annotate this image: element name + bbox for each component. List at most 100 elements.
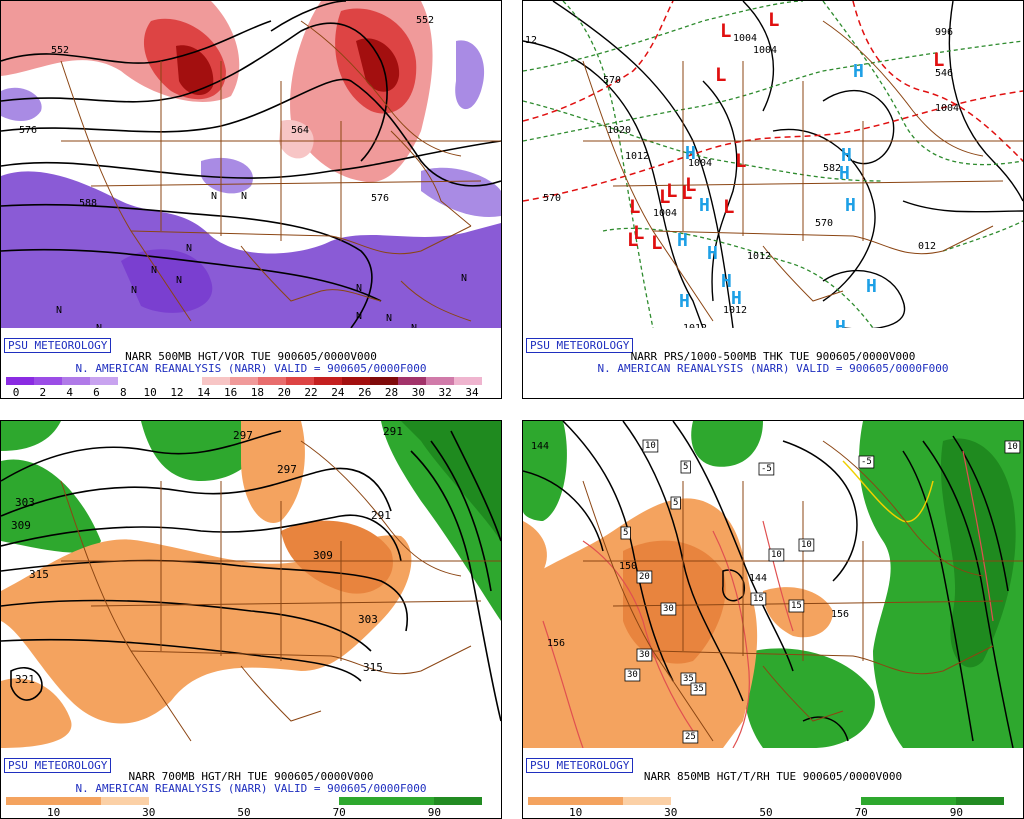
temperature-label: 35 [683,674,694,684]
low-center: L [666,180,677,202]
colorbar-tick-label: 0 [12,386,20,399]
center-mark: N [411,323,417,328]
center-mark: N [176,275,182,286]
temperature-label: 5 [683,462,688,472]
contour-label: 570 [543,193,561,204]
colorbar-tick-label: 30 [142,806,156,819]
contour-label: 309 [11,519,31,532]
label-box [1004,440,1021,454]
colorbar-swatch [101,797,149,805]
high-center: H [845,195,856,216]
panel-title: NARR 700MB HGT/RH TUE 900605/0000V000 [128,770,374,783]
high-center: H [679,291,690,312]
colorbar-tick-label: 22 [304,386,318,399]
center-marks: N N N N N N N N N N N N N [56,191,467,328]
low-center: L [723,196,734,218]
panel-subtitle: N. AMERICAN REANALYSIS (NARR) VALID = 90… [75,782,427,795]
high-pressure-marks: H H H H H H H H H H H H H H H [677,61,877,328]
panel-title: NARR 500MB HGT/VOR TUE 900605/0000V000 [125,350,377,363]
contour-label: 576 [19,125,37,136]
panel-subtitle: N. AMERICAN REANALYSIS (NARR) VALID = 90… [597,362,949,375]
colorbar-tick-label: 90 [949,806,964,819]
center-mark: N [151,265,157,276]
low-center: L [633,222,644,244]
contour-label: 570 [603,75,621,86]
label-box [682,730,699,744]
label-box [636,648,653,662]
temperature-label: 5 [673,498,678,508]
label-box [690,682,707,696]
contour-label: 315 [29,568,49,581]
colorbar-tick-label: 34 [465,386,479,399]
low-center: L [659,186,670,208]
contour-label: 1004 [753,45,777,56]
colorbar-swatch [146,377,174,385]
contour-label: 144 [531,441,549,452]
label-box [620,526,631,540]
label-box [680,672,697,686]
contour-label: 564 [291,125,309,136]
temperature-label: 30 [639,650,650,660]
temperature-label: -5 [861,457,872,467]
low-center: L [627,229,638,251]
contour-label: 012 [918,241,936,252]
colorbar-swatch [370,377,398,385]
colorbar-swatch [196,797,244,805]
colorbar-swatch [575,797,624,805]
contour-label: 582 [823,163,841,174]
center-mark: N [56,305,62,316]
low-center: L [715,64,726,86]
psu-meteorology-badge: PSU METEOROLOGY [4,338,112,353]
colorbar-swatch [528,797,576,805]
high-center: H [707,243,718,264]
low-pressure-marks: L L L L L L L L L L L L L L [627,9,944,254]
colorbar-tick-label: 14 [197,386,211,399]
contour-label: 588 [79,198,97,209]
colorbar-swatch [861,797,909,805]
high-center: H [699,195,710,216]
colorbar-swatch [670,797,719,805]
panel-850mb-hgt-t-rh: 144 156 156 156 150 144 5 5 -5 5 -5 10 1… [522,420,1024,819]
panel-title: NARR PRS/1000-500MB THK TUE 900605/0000V… [630,350,916,363]
colorbar-tick-label: 4 [66,386,73,399]
high-center: H [721,271,732,292]
temperature-label: 30 [663,604,674,614]
panel-subtitle: N. AMERICAN REANALYSIS (NARR) VALID = 90… [75,362,427,375]
rh-colorbar-ticks: 10 30 50 70 90 [528,807,1004,819]
label-box [858,455,875,469]
high-center: H [866,276,877,297]
contour-label: 303 [358,613,378,626]
colorbar-swatch [454,377,482,385]
colorbar-tick-label: 90 [427,806,442,819]
contour-label: 1020 [607,125,631,136]
map-500mb: 552 576 588 588 588 552 564 576 N N N N … [1,1,501,328]
contour-label: 150 [619,561,637,572]
colorbar-swatch [62,377,90,385]
contour-label: 1012 [683,323,707,328]
panel-title: NARR 850MB HGT/T/RH TUE 900605/0000V000 [643,770,903,783]
colorbar-tick-label: 20 [277,386,291,399]
temperature-label: -5 [761,464,772,474]
label-box [750,592,767,606]
center-mark: N [356,283,362,294]
colorbar-tick-label: 10 [568,806,583,819]
temperature-label: 30 [627,670,638,680]
temperature-label: 10 [771,550,782,560]
contour-label: 156 [547,638,565,649]
colorbar-swatch [426,377,454,385]
center-mark: N [131,285,137,296]
label-box [788,599,805,613]
temperature-label: 15 [753,594,764,604]
colorbar-tick-label: 50 [237,806,251,819]
colorbar-tick-label: 12 [170,386,184,399]
low-center: L [720,20,731,42]
contour-labels: 552 576 588 588 588 552 564 576 [19,15,434,209]
rh-colorbar [6,797,482,805]
contour-labels: 303 309 315 321 297 291 309 303 315 291 … [11,425,403,686]
rh-colorbar-ticks: 10 30 50 70 90 [6,807,482,819]
colorbar-tick-label: 70 [854,806,868,819]
center-mark: N [461,273,467,284]
contour-label: 996 [935,27,953,38]
rh-colorbar [528,797,1004,805]
temperature-label: 35 [693,684,704,694]
